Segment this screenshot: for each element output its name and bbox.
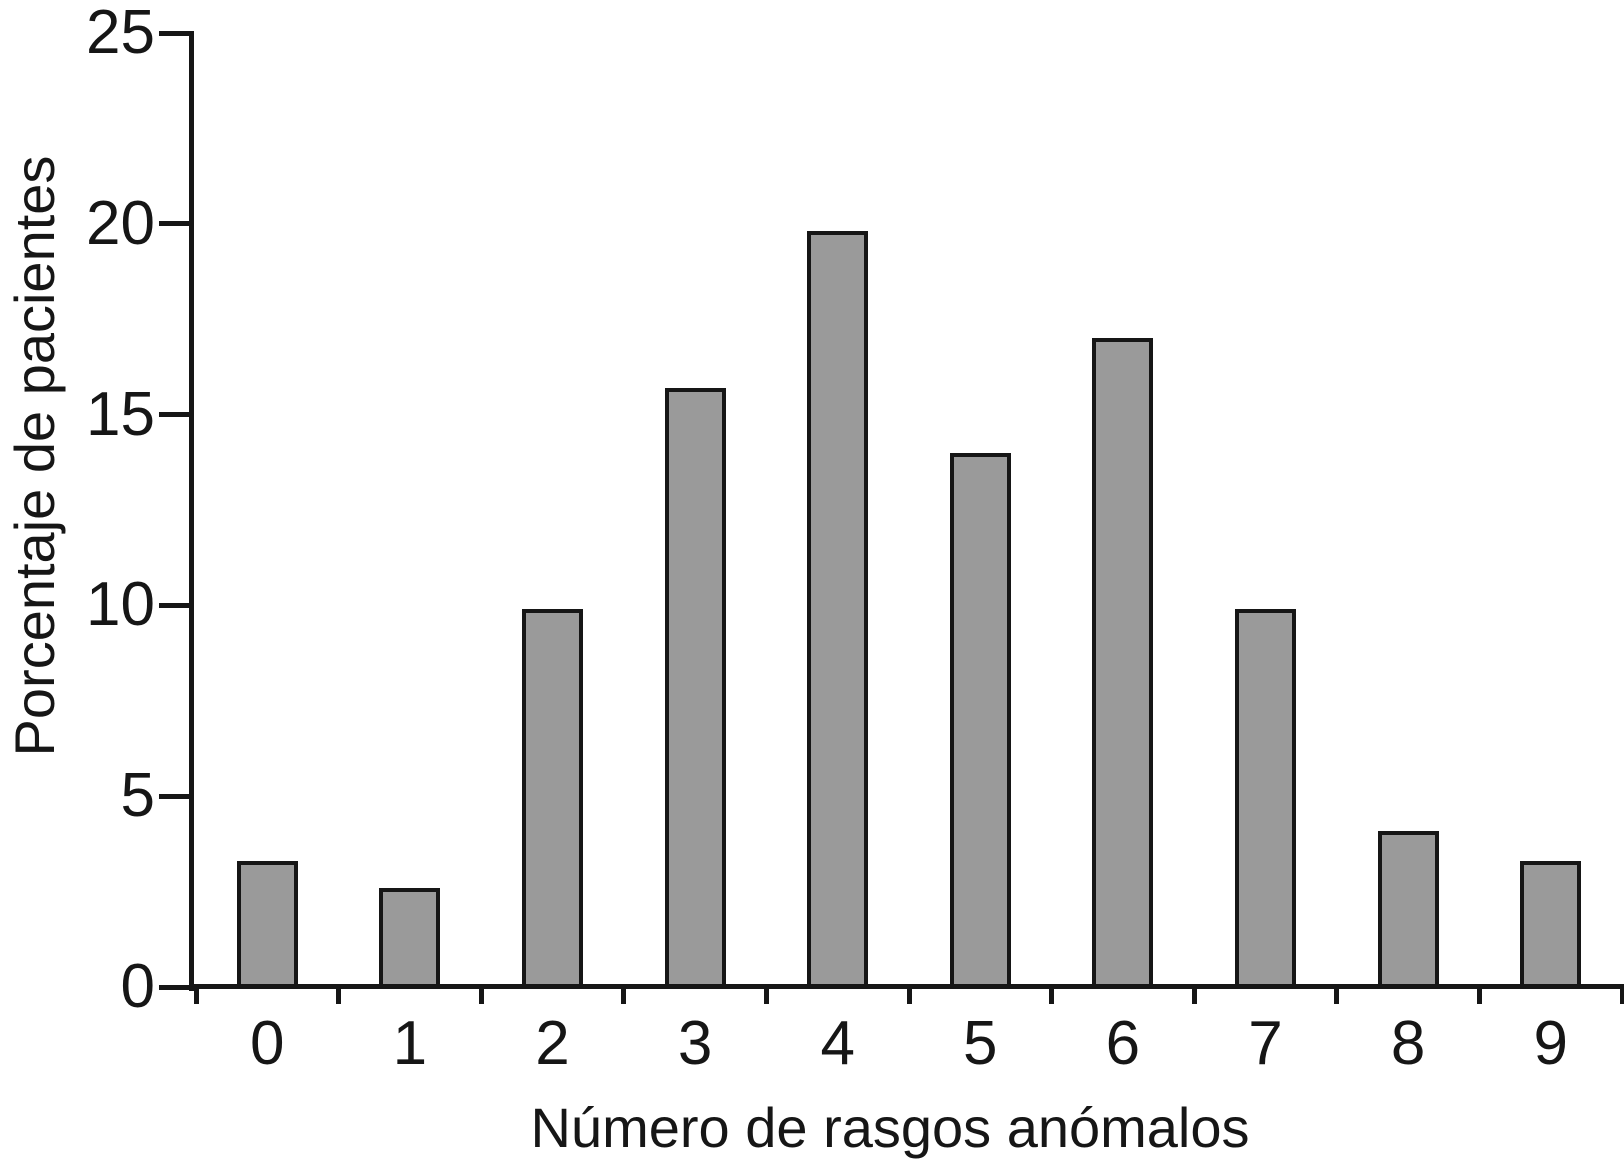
x-tick-7 xyxy=(1191,987,1197,1004)
y-tick-label-25: 25 xyxy=(86,0,155,67)
y-tick-25 xyxy=(159,30,189,36)
x-tick-0 xyxy=(193,987,199,1004)
x-tick-9 xyxy=(1476,987,1482,1004)
bar-3 xyxy=(664,387,726,987)
y-tick-15 xyxy=(159,412,189,418)
x-tick-label-1: 1 xyxy=(392,1009,428,1078)
x-tick-8 xyxy=(1334,987,1340,1004)
x-tick-label-2: 2 xyxy=(535,1009,570,1078)
x-tick-label-5: 5 xyxy=(963,1009,998,1078)
x-tick-10 xyxy=(1619,987,1624,1004)
y-tick-10 xyxy=(159,602,189,608)
x-tick-label-7: 7 xyxy=(1248,1009,1283,1078)
x-tick-1 xyxy=(336,987,342,1004)
y-tick-20 xyxy=(159,221,189,227)
y-axis-title: Porcentaje de pacientes xyxy=(3,155,66,757)
x-tick-3 xyxy=(621,987,627,1004)
x-tick-label-4: 4 xyxy=(820,1009,855,1078)
bar-4 xyxy=(807,231,869,987)
x-tick-4 xyxy=(763,987,769,1004)
bar-0 xyxy=(236,861,298,987)
x-axis-title: Número de rasgos anómalos xyxy=(530,1096,1250,1159)
bar-5 xyxy=(949,452,1011,987)
y-tick-label-20: 20 xyxy=(86,188,155,258)
y-tick-label-0: 0 xyxy=(120,952,155,1021)
y-tick-label-10: 10 xyxy=(86,570,155,640)
bar-9 xyxy=(1520,861,1582,987)
x-axis-line xyxy=(189,984,1624,989)
y-tick-label-5: 5 xyxy=(120,761,155,831)
bar-2 xyxy=(522,609,583,987)
y-tick-label-15: 15 xyxy=(86,379,155,449)
y-axis-line xyxy=(189,31,194,991)
x-tick-label-9: 9 xyxy=(1533,1009,1568,1078)
y-tick-5 xyxy=(159,793,189,799)
x-tick-2 xyxy=(478,987,484,1004)
bar-8 xyxy=(1377,830,1439,987)
x-tick-5 xyxy=(906,987,912,1004)
x-tick-label-0: 0 xyxy=(250,1009,285,1078)
bar-6 xyxy=(1092,338,1154,987)
bar-1 xyxy=(379,887,441,987)
x-tick-label-6: 6 xyxy=(1105,1009,1141,1078)
x-tick-6 xyxy=(1049,987,1055,1004)
x-tick-label-8: 8 xyxy=(1390,1009,1426,1078)
y-tick-0 xyxy=(159,984,189,990)
bar-7 xyxy=(1235,609,1296,987)
x-tick-label-3: 3 xyxy=(677,1009,713,1078)
